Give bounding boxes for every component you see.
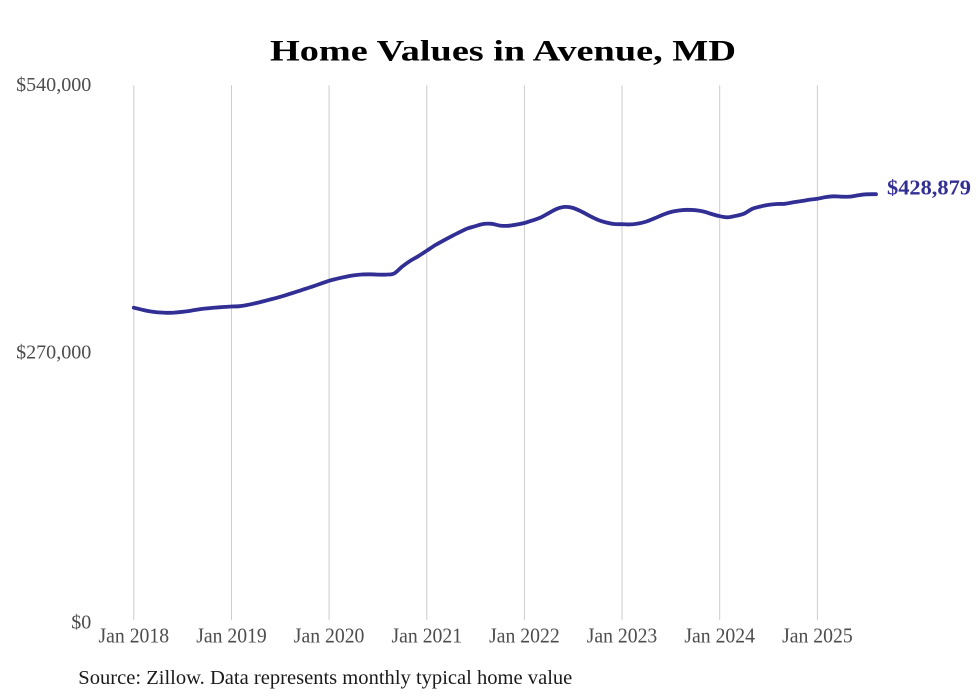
svg-text:$270,000: $270,000 [16,342,91,364]
svg-text:Jan 2023: Jan 2023 [587,624,658,648]
svg-text:Jan 2018: Jan 2018 [99,624,170,648]
svg-text:Jan 2024: Jan 2024 [684,624,755,648]
svg-text:Home Values in Avenue, MD: Home Values in Avenue, MD [270,34,736,67]
svg-text:Jan 2022: Jan 2022 [489,624,560,648]
svg-text:$540,000: $540,000 [16,74,91,96]
svg-text:Jan 2021: Jan 2021 [392,624,463,648]
svg-text:Jan 2019: Jan 2019 [196,624,267,648]
svg-text:Source: Zillow. Data represent: Source: Zillow. Data represents monthly … [78,667,572,689]
svg-text:$428,879: $428,879 [887,175,971,199]
svg-text:Jan 2025: Jan 2025 [782,624,853,648]
svg-text:Jan 2020: Jan 2020 [294,624,365,648]
svg-text:$0: $0 [71,612,91,634]
